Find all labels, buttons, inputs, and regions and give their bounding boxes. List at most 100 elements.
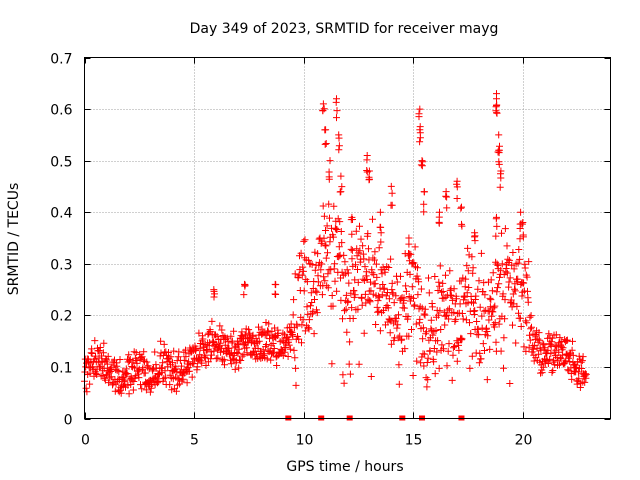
data-point (376, 208, 384, 216)
data-point (376, 327, 384, 335)
data-point (125, 390, 133, 398)
data-point (528, 323, 535, 331)
data-point (474, 285, 482, 293)
data-point (442, 192, 450, 200)
data-point (484, 332, 492, 340)
data-point (445, 315, 453, 323)
data-point (322, 242, 330, 250)
data-point (461, 283, 469, 291)
data-point (367, 278, 374, 286)
data-point (526, 313, 534, 321)
data-point (337, 172, 345, 180)
data-point (234, 350, 242, 358)
data-point (489, 308, 497, 316)
data-point (165, 357, 173, 365)
data-point (483, 376, 491, 384)
data-point (527, 325, 535, 333)
data-point (408, 283, 416, 291)
data-point (180, 357, 188, 364)
data-point (420, 208, 428, 216)
data-point (516, 235, 524, 243)
data-point (466, 319, 473, 327)
data-point (476, 349, 484, 357)
data-point (462, 275, 470, 283)
data-point (335, 146, 343, 154)
data-point (457, 277, 465, 285)
data-point (546, 355, 554, 363)
data-point (358, 294, 366, 302)
data-point (420, 200, 428, 208)
data-point (321, 241, 329, 249)
data-point (440, 345, 447, 353)
data-point (430, 358, 438, 366)
data-point (443, 204, 451, 212)
y-axis-label: SRMTID / TECUs (6, 183, 22, 296)
data-point (483, 328, 491, 335)
data-point (416, 315, 424, 323)
data-point (352, 227, 360, 235)
data-point (495, 146, 503, 154)
data-point (321, 140, 329, 148)
data-point (238, 352, 246, 360)
data-point (102, 371, 110, 379)
data-point (117, 389, 125, 397)
data-point (345, 360, 353, 368)
data-point (496, 142, 503, 150)
data-point (132, 349, 140, 357)
y-tick-label: 0 (64, 413, 73, 429)
data-point (419, 335, 427, 343)
data-point (476, 303, 484, 311)
data-point (526, 331, 533, 339)
y-tick-label: 0.3 (50, 258, 72, 274)
data-point (468, 352, 476, 360)
data-point (159, 359, 167, 367)
data-point (419, 324, 427, 332)
data-point (472, 292, 480, 300)
data-point (471, 307, 479, 315)
data-point (395, 380, 403, 388)
data-point (457, 334, 465, 342)
data-point (434, 311, 442, 319)
data-point (463, 289, 471, 297)
data-point (235, 345, 243, 353)
data-point (496, 183, 504, 191)
data-point (378, 291, 386, 299)
data-point (143, 358, 151, 366)
data-point (450, 308, 458, 316)
data-point (518, 220, 526, 228)
data-point (539, 363, 547, 371)
data-point (401, 345, 409, 353)
data-point (485, 316, 493, 324)
data-point (305, 256, 313, 264)
data-point (139, 364, 147, 372)
data-point (364, 230, 372, 238)
data-point (434, 287, 442, 294)
data-point (521, 264, 529, 272)
data-point (464, 267, 472, 275)
data-point (221, 361, 228, 369)
data-point (458, 220, 465, 228)
data-point (423, 328, 430, 336)
data-point (425, 274, 432, 282)
data-point (523, 273, 531, 281)
data-point (433, 348, 441, 356)
data-point (309, 308, 317, 316)
data-point (161, 373, 169, 381)
data-point (212, 331, 219, 339)
data-point (166, 381, 174, 389)
data-point (423, 383, 431, 391)
data-point (450, 285, 458, 293)
data-point (519, 233, 527, 241)
data-point (423, 359, 431, 366)
data-point (527, 312, 535, 320)
data-point (125, 351, 133, 359)
data-point (297, 249, 305, 257)
data-point (331, 260, 339, 268)
data-point (475, 277, 483, 285)
data-point (494, 148, 502, 156)
data-point (270, 345, 278, 352)
data-point (337, 228, 345, 235)
data-point (356, 222, 363, 230)
data-point (185, 367, 193, 375)
data-point (231, 344, 239, 352)
